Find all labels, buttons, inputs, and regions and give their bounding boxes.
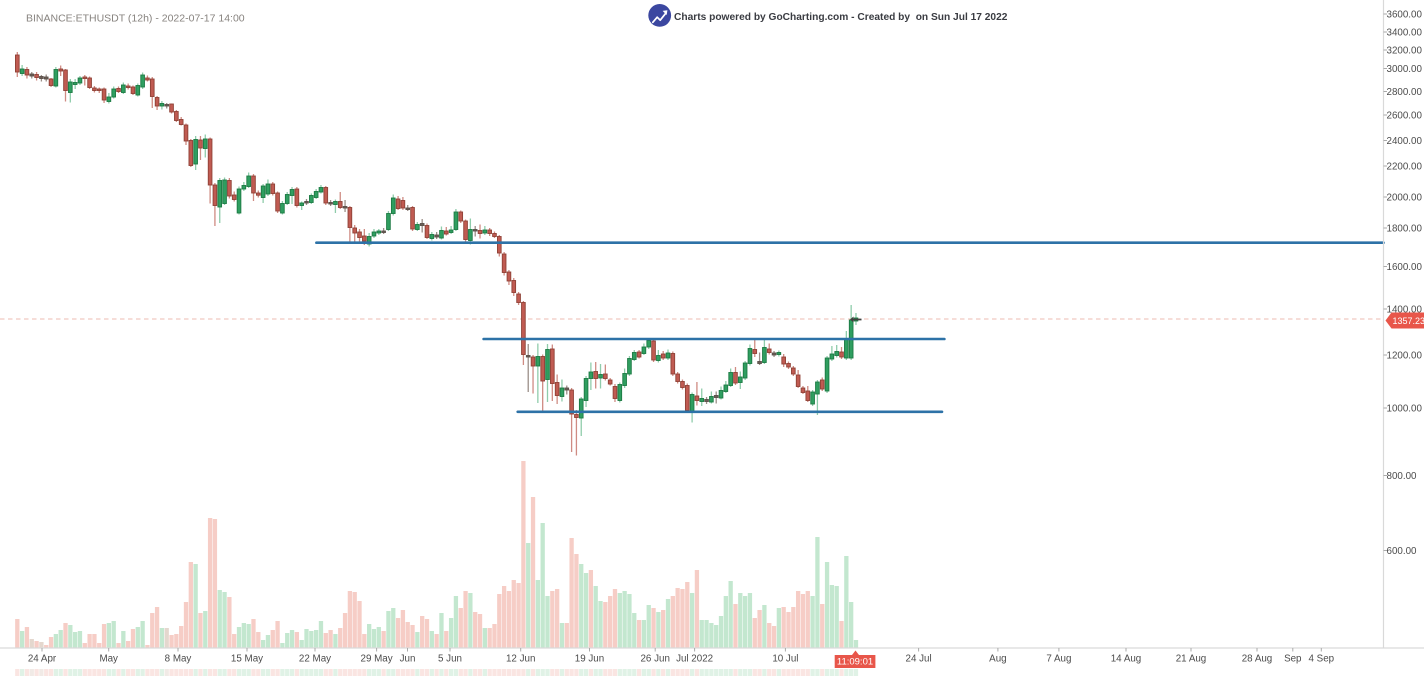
svg-text:1200.00: 1200.00: [1387, 350, 1423, 361]
svg-text:7 Aug: 7 Aug: [1046, 654, 1071, 665]
svg-text:19 Jun: 19 Jun: [575, 654, 604, 665]
svg-text:Aug: Aug: [989, 654, 1006, 665]
svg-text:22 May: 22 May: [299, 654, 331, 665]
svg-text:2200.00: 2200.00: [1387, 161, 1423, 172]
svg-text:14 Aug: 14 Aug: [1111, 654, 1142, 665]
svg-text:May: May: [99, 654, 118, 665]
svg-text:3200.00: 3200.00: [1387, 45, 1423, 56]
svg-text:11:09:01: 11:09:01: [837, 657, 873, 668]
svg-text:24 Jul: 24 Jul: [906, 654, 932, 665]
svg-text:29 May: 29 May: [361, 654, 393, 665]
svg-text:Jul 2022: Jul 2022: [676, 654, 713, 665]
svg-text:26 Jun: 26 Jun: [640, 654, 669, 665]
svg-text:5 Jun: 5 Jun: [438, 654, 462, 665]
svg-text:28 Aug: 28 Aug: [1242, 654, 1273, 665]
svg-text:12 Jun: 12 Jun: [506, 654, 535, 665]
svg-text:3600.00: 3600.00: [1387, 9, 1423, 20]
svg-text:600.00: 600.00: [1387, 546, 1418, 557]
svg-text:3400.00: 3400.00: [1387, 27, 1423, 38]
svg-text:Charts powered by GoCharting.c: Charts powered by GoCharting.com - Creat…: [674, 12, 1008, 23]
svg-text:Jun: Jun: [400, 654, 416, 665]
svg-text:8 May: 8 May: [165, 654, 192, 665]
svg-text:800.00: 800.00: [1387, 471, 1418, 482]
svg-text:3000.00: 3000.00: [1387, 64, 1423, 75]
svg-text:10 Jul: 10 Jul: [772, 654, 798, 665]
svg-text:4 Sep: 4 Sep: [1308, 654, 1334, 665]
svg-text:2000.00: 2000.00: [1387, 192, 1423, 203]
svg-text:Sep: Sep: [1284, 654, 1302, 665]
svg-text:24 Apr: 24 Apr: [28, 654, 57, 665]
svg-text:1357.23: 1357.23: [1393, 316, 1424, 326]
svg-text:21 Aug: 21 Aug: [1176, 654, 1207, 665]
svg-text:2600.00: 2600.00: [1387, 110, 1423, 121]
svg-text:2400.00: 2400.00: [1387, 136, 1423, 147]
svg-text:1600.00: 1600.00: [1387, 262, 1423, 273]
svg-text:2800.00: 2800.00: [1387, 87, 1423, 98]
svg-text:1000.00: 1000.00: [1387, 403, 1423, 414]
svg-text:1800.00: 1800.00: [1387, 223, 1423, 234]
svg-text:15 May: 15 May: [231, 654, 263, 665]
svg-text:BINANCE:ETHUSDT (12h) - 2022-0: BINANCE:ETHUSDT (12h) - 2022-07-17 14:00: [26, 13, 245, 25]
